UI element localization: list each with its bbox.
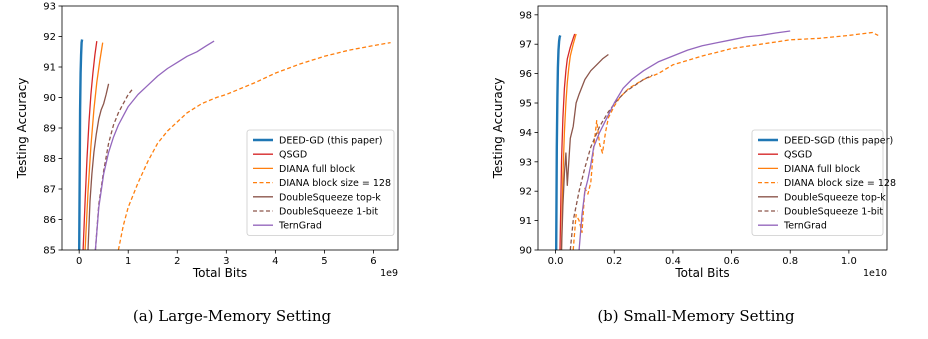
series-line-3 [117, 41, 391, 250]
legend-box [246, 129, 395, 236]
series-line-2 [560, 33, 577, 250]
y-axis-label: Testing Accuracy [491, 78, 505, 180]
x-axis-label: Total Bits [192, 266, 247, 280]
x-axis-label: Total Bits [674, 266, 729, 280]
legend-label-2: DIANA full block [784, 164, 861, 175]
y-tick-label: 85 [43, 246, 56, 257]
legend-label-4: DoubleSqueeze top-k [279, 192, 381, 203]
y-tick-label: 96 [519, 69, 532, 80]
x-axis-multiplier: 1e10 [863, 268, 887, 279]
x-tick-label: 0 [76, 256, 82, 267]
legend: DEED-SGD (this paper) QSGD DIANA full bloc… [751, 129, 896, 236]
chart-large-memory: 0 1 2 3 4 5 6 85 86 87 88 89 90 91 92 93 Total Bits Testi… [15, 2, 399, 280]
series-line-2 [84, 42, 104, 250]
plot-frame [537, 5, 888, 251]
series-line-6 [94, 40, 215, 250]
x-tick-label: 6 [370, 256, 376, 267]
x-tick-label: 0.6 [724, 256, 740, 267]
y-tick-label: 98 [519, 10, 532, 21]
series-line-4 [87, 83, 110, 250]
legend-label-2: DIANA full block [279, 164, 356, 175]
y-tick-label: 86 [43, 215, 56, 226]
legend-label-5: DoubleSqueeze 1-bit [279, 207, 378, 218]
y-tick-label: 90 [519, 246, 532, 257]
legend-box [751, 129, 884, 236]
legend-label-5: DoubleSqueeze 1-bit [784, 207, 883, 218]
y-tick-label: 90 [43, 93, 56, 104]
x-tick-label: 4 [272, 256, 278, 267]
y-tick-label: 93 [43, 2, 56, 13]
chart-small-memory: 0.0 0.2 0.4 0.6 0.8 1.0 90 91 92 93 94 95 96 97 98 Tota… [491, 5, 896, 280]
x-tick-label: 3 [223, 256, 229, 267]
x-tick-label: 0.4 [665, 256, 681, 267]
legend-label-4: DoubleSqueeze top-k [784, 192, 886, 203]
y-axis-label: Testing Accuracy [15, 78, 29, 180]
series-line-4 [560, 53, 609, 250]
series-line-0 [78, 39, 84, 250]
y-tick-label: 92 [519, 187, 532, 198]
x-tick-label: 0.8 [782, 256, 798, 267]
legend-label-3: DIANA block size = 128 [784, 178, 896, 189]
y-tick-label: 95 [519, 99, 532, 110]
series-line-5 [94, 87, 134, 250]
y-tick-label: 91 [43, 63, 56, 74]
legend-label-3: DIANA block size = 128 [279, 178, 391, 189]
legend: DEED-GD (this paper) QSGD DIANA full block… [246, 129, 395, 236]
series-group [78, 39, 391, 250]
series-line-6 [578, 30, 791, 250]
legend-label-1: QSGD [784, 150, 812, 161]
series-group [555, 30, 879, 250]
series-line-0 [555, 34, 562, 250]
series-line-5 [569, 74, 653, 250]
caption-large-memory: (a) Large-Memory Setting [132, 307, 332, 325]
caption-small-memory: (b) Small-Memory Setting [597, 307, 795, 325]
y-tick-label: 97 [519, 40, 532, 51]
legend-label-1: QSGD [279, 150, 307, 161]
series-line-1 [82, 41, 98, 250]
legend-label-0: DEED-SGD (this paper) [784, 136, 893, 147]
y-tick-label: 91 [519, 216, 532, 227]
x-tick-label: 0.2 [606, 256, 622, 267]
series-line-3 [572, 31, 879, 250]
legend-label-6: TernGrad [278, 221, 322, 232]
x-tick-label: 0.0 [548, 256, 564, 267]
legend-label-6: TernGrad [783, 221, 827, 232]
x-tick-label: 5 [321, 256, 327, 267]
series-line-1 [559, 33, 576, 250]
x-tick-label: 1 [125, 256, 131, 267]
y-tick-label: 93 [519, 157, 532, 168]
y-tick-label: 88 [43, 154, 56, 165]
legend-label-0: DEED-GD (this paper) [279, 136, 383, 147]
y-tick-label: 92 [43, 32, 56, 43]
y-tick-label: 89 [43, 124, 56, 135]
x-tick-label: 1.0 [841, 256, 857, 267]
x-axis-multiplier: 1e9 [380, 268, 398, 279]
x-tick-label: 2 [174, 256, 180, 267]
y-tick-label: 94 [519, 128, 532, 139]
y-tick-label: 87 [43, 185, 56, 196]
